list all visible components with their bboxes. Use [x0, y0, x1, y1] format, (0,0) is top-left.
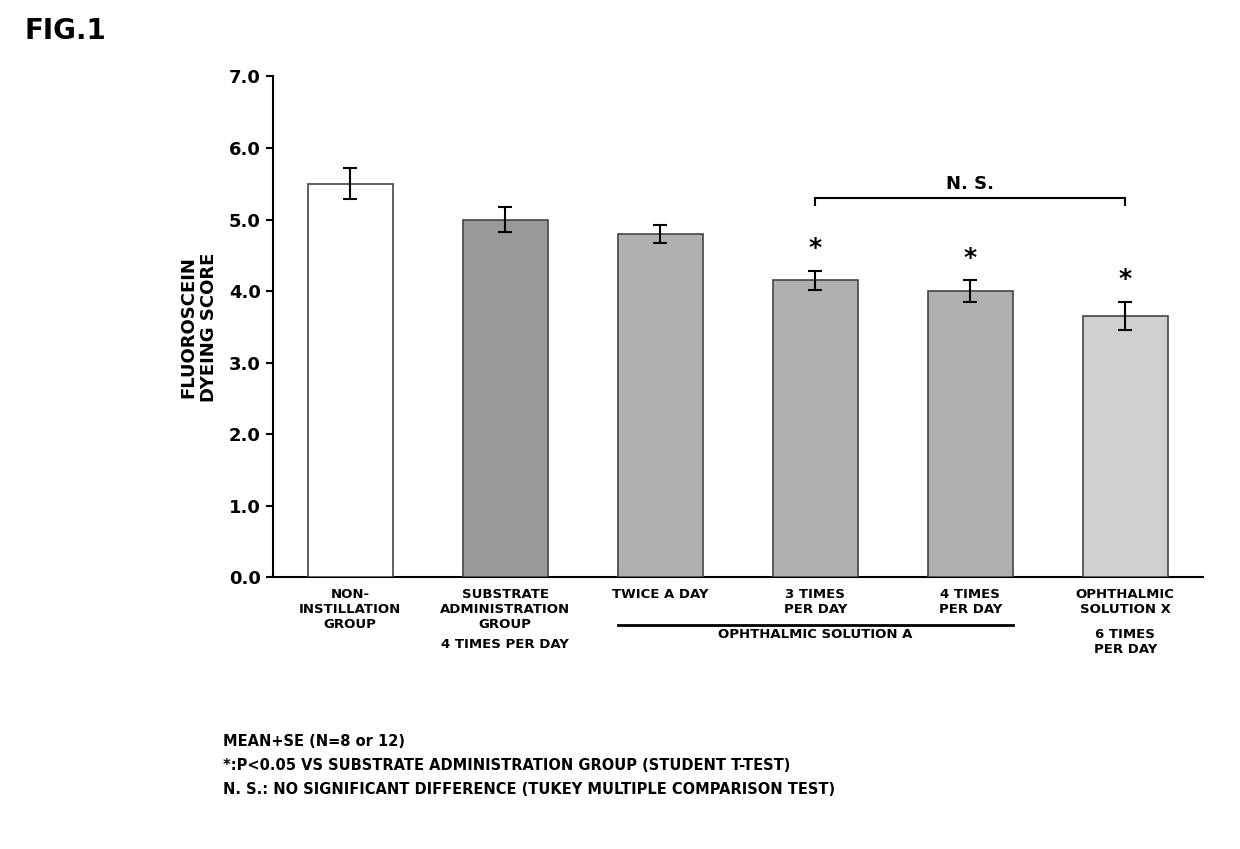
Text: 3 TIMES
PER DAY: 3 TIMES PER DAY	[784, 588, 847, 616]
Text: 4 TIMES PER DAY: 4 TIMES PER DAY	[441, 638, 569, 651]
Bar	[928, 291, 1013, 577]
Text: OPHTHALMIC
SOLUTION X: OPHTHALMIC SOLUTION X	[1076, 588, 1174, 616]
Bar	[773, 280, 858, 577]
Text: NON-
INSTILLATION
GROUP: NON- INSTILLATION GROUP	[299, 588, 402, 631]
Text: SUBSTRATE
ADMINISTRATION
GROUP: SUBSTRATE ADMINISTRATION GROUP	[440, 588, 570, 631]
Text: *: *	[1118, 267, 1132, 291]
Text: N. S.: N. S.	[946, 175, 994, 193]
Y-axis label: FLUOROSCEIN
DYEING SCORE: FLUOROSCEIN DYEING SCORE	[180, 252, 218, 402]
Text: 6 TIMES
PER DAY: 6 TIMES PER DAY	[1094, 628, 1157, 656]
Text: OPHTHALMIC SOLUTION A: OPHTHALMIC SOLUTION A	[718, 628, 913, 641]
Text: FIG.1: FIG.1	[25, 17, 107, 45]
Text: 4 TIMES
PER DAY: 4 TIMES PER DAY	[939, 588, 1002, 616]
Bar	[463, 220, 548, 577]
Text: TWICE A DAY: TWICE A DAY	[613, 588, 708, 600]
Text: N. S.: NO SIGNIFICANT DIFFERENCE (TUKEY MULTIPLE COMPARISON TEST): N. S.: NO SIGNIFICANT DIFFERENCE (TUKEY …	[223, 782, 836, 797]
Bar	[1083, 316, 1168, 577]
Bar	[308, 183, 393, 577]
Text: MEAN+SE (N=8 or 12): MEAN+SE (N=8 or 12)	[223, 734, 405, 750]
Text: *: *	[963, 245, 977, 270]
Bar	[618, 233, 703, 577]
Text: *: *	[808, 236, 822, 261]
Text: *:P<0.05 VS SUBSTRATE ADMINISTRATION GROUP (STUDENT T-TEST): *:P<0.05 VS SUBSTRATE ADMINISTRATION GRO…	[223, 758, 791, 773]
